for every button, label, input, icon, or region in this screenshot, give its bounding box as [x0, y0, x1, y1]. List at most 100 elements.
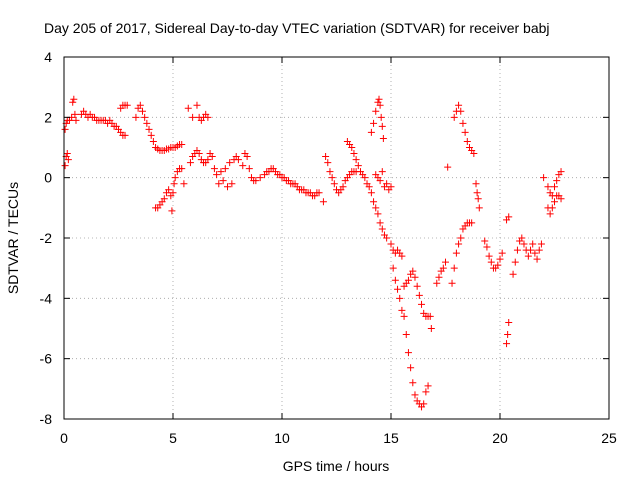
data-point [553, 177, 561, 185]
data-point [165, 186, 173, 194]
data-point [387, 183, 395, 191]
data-point [376, 101, 384, 109]
data-point [505, 213, 513, 221]
data-point [372, 204, 380, 212]
data-point [354, 162, 362, 170]
data-point [61, 162, 69, 170]
data-point [322, 153, 330, 161]
data-point [121, 131, 129, 139]
y-axis-label: SDTVAR / TECUs [5, 182, 21, 294]
data-point [372, 107, 380, 115]
data-point [496, 255, 504, 263]
data-point [378, 122, 386, 130]
data-point [455, 240, 463, 248]
data-point [370, 198, 378, 206]
data-point [160, 195, 168, 203]
data-point [483, 243, 491, 251]
y-tick-label: -4 [40, 290, 53, 306]
data-point [383, 234, 391, 242]
data-point [234, 156, 242, 164]
data-point [348, 144, 356, 151]
data-point [557, 168, 565, 176]
data-point [485, 252, 493, 260]
data-point [239, 162, 247, 170]
data-point [518, 234, 526, 242]
data-point [411, 273, 419, 281]
data-point [168, 207, 176, 215]
data-point [424, 382, 432, 390]
data-point [435, 273, 443, 281]
data-point [147, 131, 155, 139]
data-point [420, 400, 428, 408]
data-point [481, 237, 489, 245]
data-point [524, 252, 532, 260]
data-point [457, 234, 465, 242]
data-point [224, 183, 231, 191]
data-point [71, 110, 79, 118]
data-point [398, 252, 406, 260]
data-point [376, 219, 384, 227]
data-point [328, 174, 336, 182]
data-point [171, 174, 179, 182]
data-point [548, 192, 556, 200]
data-point [184, 104, 192, 112]
y-tick-label: -8 [40, 411, 53, 427]
data-point [503, 340, 511, 348]
data-point [375, 95, 383, 103]
data-point [452, 249, 460, 257]
data-point [505, 318, 513, 326]
data-point [463, 137, 471, 145]
data-point [204, 113, 212, 121]
data-point [215, 180, 223, 188]
data-point [474, 195, 482, 203]
data-point [470, 150, 478, 158]
data-point [511, 258, 519, 266]
data-point [178, 165, 186, 173]
data-point [138, 107, 146, 115]
data-point [72, 116, 80, 124]
data-point [398, 306, 406, 314]
data-point [213, 171, 221, 179]
y-tick-label: 2 [44, 109, 52, 125]
data-point [531, 249, 539, 257]
data-point [221, 165, 229, 173]
y-tick-label: -6 [40, 351, 53, 367]
data-point [132, 113, 140, 121]
data-point [409, 379, 417, 387]
data-point [520, 240, 528, 248]
data-point [352, 156, 360, 164]
data-point [409, 267, 417, 275]
data-point [415, 291, 423, 299]
data-point [326, 168, 334, 176]
data-point [365, 183, 373, 191]
data-point [208, 153, 216, 161]
data-point [204, 156, 212, 164]
data-point [400, 312, 408, 320]
data-point [527, 246, 535, 254]
data-point [472, 180, 480, 188]
data-point [457, 107, 465, 115]
data-point [439, 264, 447, 272]
data-point [391, 276, 399, 284]
data-point [69, 98, 77, 106]
data-point [411, 391, 419, 399]
x-tick-label: 10 [274, 430, 290, 446]
data-point [404, 276, 412, 284]
data-point [186, 159, 194, 167]
data-point [494, 261, 502, 269]
data-point [178, 140, 186, 148]
data-point [426, 312, 434, 320]
data-point [63, 150, 71, 158]
grid [64, 57, 609, 419]
data-point [136, 101, 144, 109]
data-point [444, 163, 452, 171]
data-point [404, 349, 412, 357]
x-tick-label: 15 [383, 430, 399, 446]
data-point [243, 153, 251, 161]
data-point [535, 246, 543, 254]
data-point [141, 113, 149, 121]
data-point [422, 388, 430, 396]
data-point [170, 180, 178, 188]
data-point [450, 264, 458, 272]
